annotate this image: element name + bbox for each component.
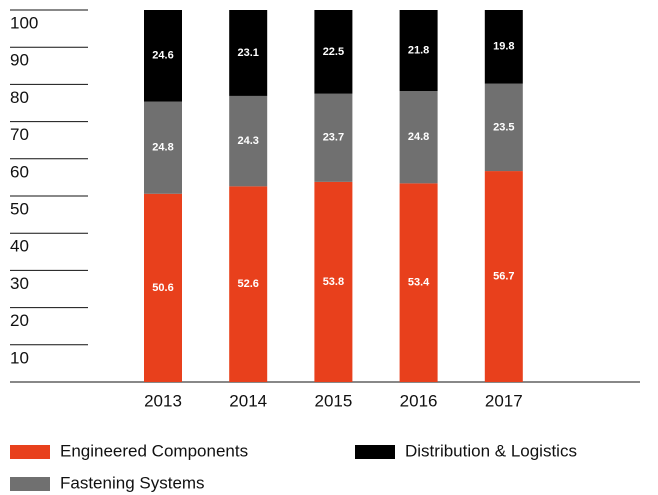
bar-segment <box>314 181 353 382</box>
y-tick-label: 10 <box>10 348 29 367</box>
bar-segment <box>484 171 523 382</box>
y-tick-label: 60 <box>10 162 29 181</box>
data-label: 52.6 <box>237 278 258 290</box>
data-label: 24.3 <box>237 135 258 147</box>
data-label: 24.8 <box>152 142 173 154</box>
bar-segment <box>484 83 523 172</box>
bar-segment <box>314 93 353 182</box>
bar-segment <box>229 10 268 96</box>
y-tick-label: 30 <box>10 274 29 293</box>
legend-swatch <box>10 477 50 491</box>
bar-segment <box>144 193 182 382</box>
y-tick-label: 100 <box>10 13 38 32</box>
data-label: 22.5 <box>323 46 344 58</box>
bar-segment <box>484 10 523 84</box>
bar-segment <box>399 91 438 184</box>
bar-segment <box>144 101 182 194</box>
y-tick-label: 40 <box>10 237 29 256</box>
data-label: 24.8 <box>408 131 429 143</box>
data-label: 19.8 <box>493 41 514 53</box>
data-label: 53.8 <box>323 276 344 288</box>
data-label: 23.7 <box>323 132 344 144</box>
legend-swatch <box>10 445 50 459</box>
y-tick-label: 50 <box>10 199 29 218</box>
data-label: 21.8 <box>408 44 429 56</box>
y-tick-label: 70 <box>10 125 29 144</box>
bar-segment <box>399 10 438 92</box>
bar-segment <box>399 183 438 382</box>
y-tick-label: 80 <box>10 88 29 107</box>
x-tick-label: 2015 <box>314 391 352 410</box>
x-tick-label: 2013 <box>144 391 182 410</box>
data-label: 56.7 <box>493 270 514 282</box>
data-label: 23.5 <box>493 121 514 133</box>
x-tick-label: 2014 <box>229 391 267 410</box>
data-label: 53.4 <box>408 277 430 289</box>
bar-segment <box>314 10 353 94</box>
data-label: 23.1 <box>237 47 258 59</box>
bar-segment <box>229 186 268 382</box>
legend-swatch <box>355 445 395 459</box>
legend-label: Distribution & Logistics <box>405 441 577 460</box>
y-tick-label: 90 <box>10 51 29 70</box>
y-tick-label: 20 <box>10 311 29 330</box>
legend-label: Engineered Components <box>60 441 248 460</box>
data-label: 50.6 <box>152 282 173 294</box>
bar-segment <box>229 95 268 187</box>
legend-label: Fastening Systems <box>60 473 205 492</box>
x-tick-label: 2017 <box>485 391 523 410</box>
data-label: 24.6 <box>152 50 173 62</box>
bar-segment <box>144 10 182 102</box>
x-tick-label: 2016 <box>400 391 438 410</box>
